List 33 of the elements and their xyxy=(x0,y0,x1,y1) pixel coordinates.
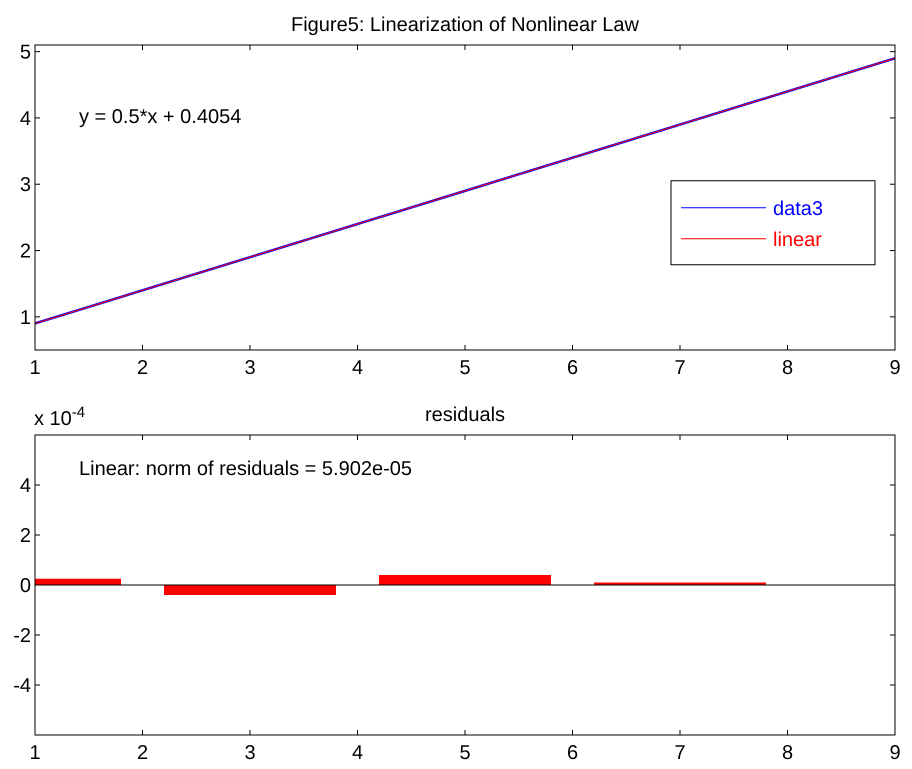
chart-title: Figure5: Linearization of Nonlinear Law xyxy=(291,14,640,36)
x-tick-label: 9 xyxy=(889,742,901,764)
x-tick-label: 8 xyxy=(782,742,794,764)
y-tick-label: -2 xyxy=(13,625,31,647)
y-tick-label: 3 xyxy=(20,174,31,196)
y-tick-label: 5 xyxy=(20,42,31,64)
x-tick-label: 3 xyxy=(244,357,256,379)
x-tick-label: 2 xyxy=(136,742,148,764)
y-tick-label: -4 xyxy=(13,675,31,697)
x-tick-label: 8 xyxy=(782,357,794,379)
legend-label: data3 xyxy=(773,198,824,220)
x-tick-label: 7 xyxy=(674,742,686,764)
x-tick-label: 4 xyxy=(352,357,364,379)
x-tick-label: 6 xyxy=(566,357,578,379)
x-tick-label: 9 xyxy=(889,357,901,379)
x-tick-label: 7 xyxy=(674,357,686,379)
chart-title: residuals xyxy=(424,404,506,426)
y-tick-label: 4 xyxy=(20,108,31,130)
x-tick-label: 2 xyxy=(136,357,148,379)
annotation: y = 0.5*x + 0.4054 xyxy=(79,106,242,128)
y-tick-label: 1 xyxy=(20,306,31,329)
y-tick-label: 4 xyxy=(20,475,31,497)
y-tick-label: 2 xyxy=(20,525,31,547)
annotation: Linear: norm of residuals = 5.902e-05 xyxy=(79,458,412,480)
x-tick-label: 6 xyxy=(566,742,578,764)
y-tick-label: 0 xyxy=(20,575,31,597)
text: x 10$^{-4}$ xyxy=(34,404,86,430)
x-tick-label: 4 xyxy=(352,742,364,764)
x-tick-label: 3 xyxy=(244,742,256,764)
y-tick-label: 2 xyxy=(20,240,31,263)
legend-label: linear xyxy=(773,228,822,251)
x-tick-label: 5 xyxy=(459,742,471,764)
x-tick-label: 5 xyxy=(459,357,471,379)
